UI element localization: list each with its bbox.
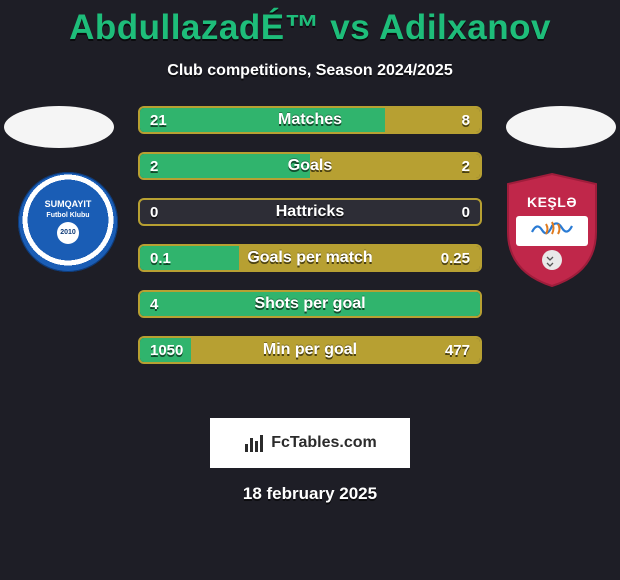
stat-value-right: 0	[452, 200, 480, 224]
stat-row: Min per goal1050477	[138, 336, 482, 364]
comparison-area: SUMQAYIT Futbol Klubu 2010 KEŞLƏ Matches…	[0, 106, 620, 406]
right-team-logo: KEŞLƏ	[502, 172, 602, 288]
stat-value-right: 2	[452, 154, 480, 178]
stat-label: Hattricks	[140, 200, 480, 224]
stat-value-left: 2	[140, 154, 168, 178]
page-title: AbdullazadÉ™ vs Adilxanov	[0, 0, 620, 48]
stat-value-left: 21	[140, 108, 177, 132]
season-subtitle: Club competitions, Season 2024/2025	[0, 62, 620, 80]
left-flag-placeholder	[4, 106, 114, 148]
stat-label: Shots per goal	[140, 292, 480, 316]
left-team-name: SUMQAYIT Futbol Klubu	[45, 200, 92, 220]
stat-label: Goals per match	[140, 246, 480, 270]
stat-value-left: 1050	[140, 338, 193, 362]
stat-value-left: 4	[140, 292, 168, 316]
stat-value-left: 0	[140, 200, 168, 224]
attribution-box: FcTables.com	[210, 418, 410, 468]
stat-row: Shots per goal4	[138, 290, 482, 318]
stat-row: Matches21 8	[138, 106, 482, 134]
stat-row: Goals per match0.1 0.25	[138, 244, 482, 272]
right-team-name: KEŞLƏ	[502, 194, 602, 210]
left-team-year: 2010	[57, 222, 79, 244]
stat-value-right	[460, 292, 480, 316]
shield-icon	[502, 172, 602, 288]
attribution-text: FcTables.com	[271, 434, 377, 452]
stat-row: Hattricks0 0	[138, 198, 482, 226]
stat-value-right: 8	[452, 108, 480, 132]
stat-bars: Matches21 8 Goals2 2 Hattricks0 0 Goals per ma…	[138, 106, 482, 382]
left-team-logo: SUMQAYIT Futbol Klubu 2010	[18, 172, 118, 272]
right-flag-placeholder	[506, 106, 616, 148]
stat-value-right: 0.25	[431, 246, 480, 270]
stat-label: Goals	[140, 154, 480, 178]
date-text: 18 february 2025	[0, 484, 620, 504]
stat-value-right: 477	[435, 338, 480, 362]
stat-label: Matches	[140, 108, 480, 132]
stat-row: Goals2 2	[138, 152, 482, 180]
bars-icon	[243, 432, 265, 454]
stat-value-left: 0.1	[140, 246, 181, 270]
